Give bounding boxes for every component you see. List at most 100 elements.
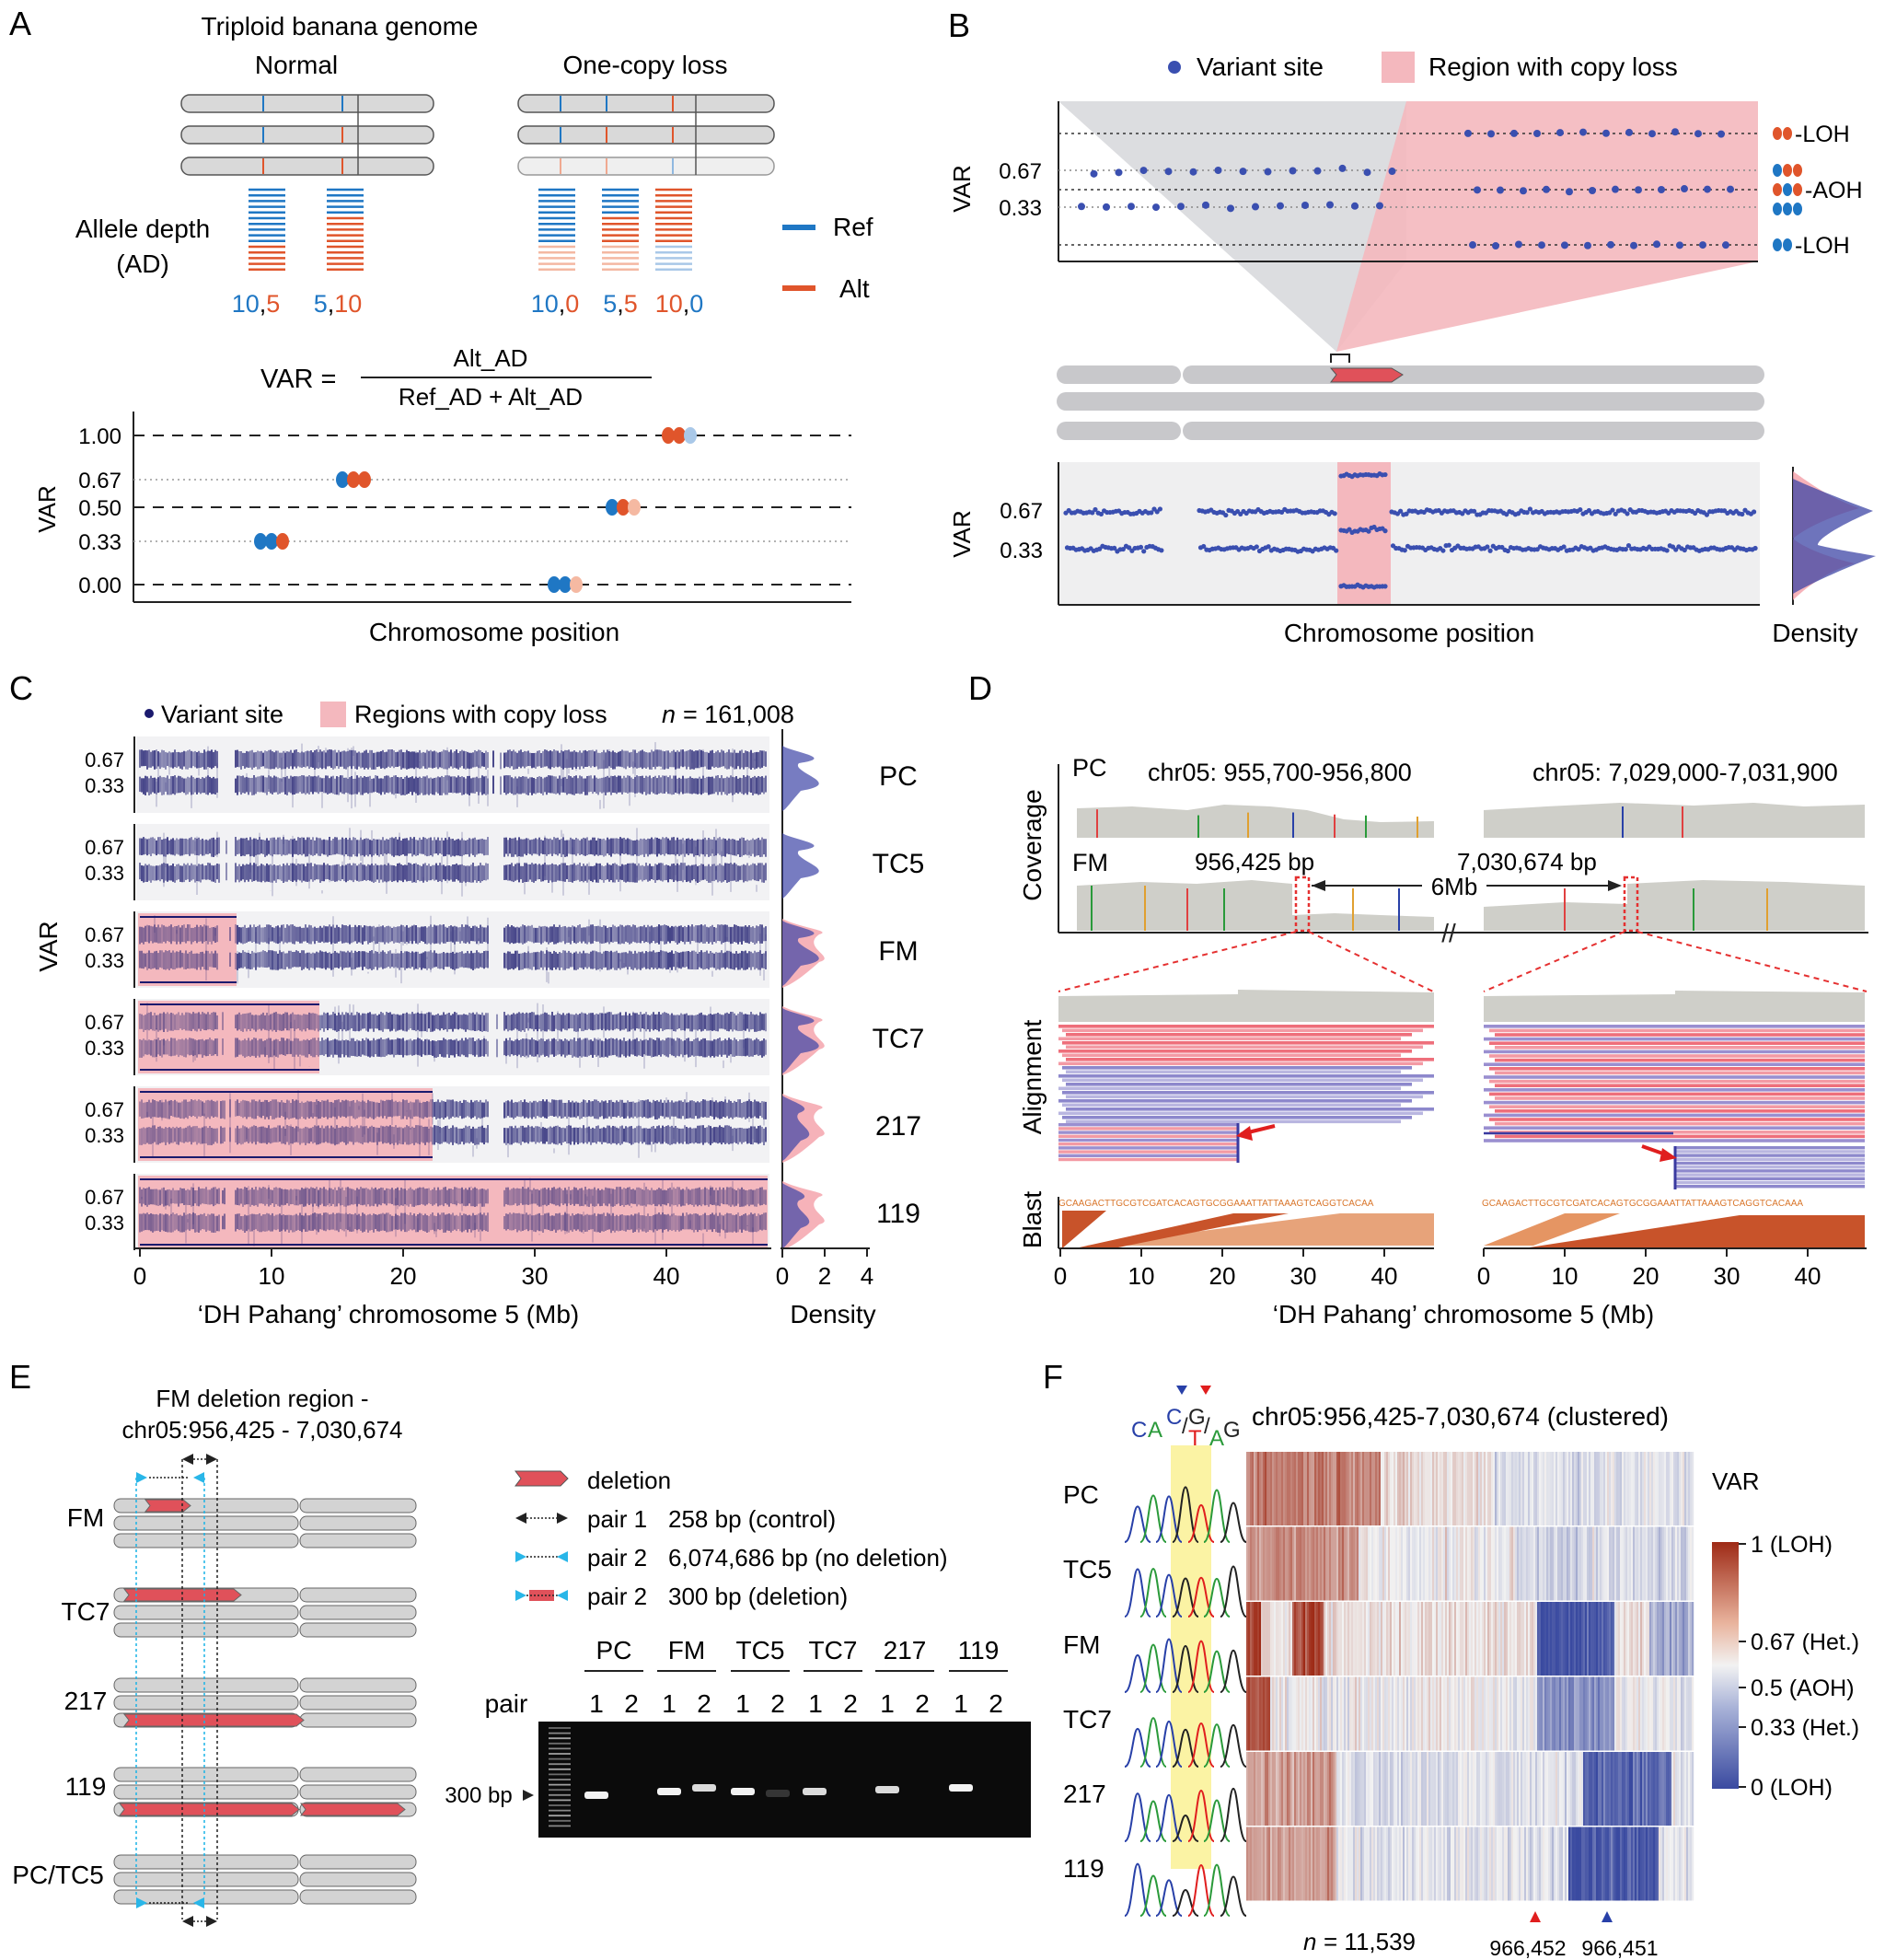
loss-ad-values: 10,0 5,5 10,0 [531, 290, 704, 318]
variant-dot [1578, 507, 1583, 513]
variant-dot [1681, 185, 1688, 193]
variant-dot [1671, 128, 1679, 136]
variant-dot [1676, 241, 1683, 249]
panel-c: C Variant site Regions with copy loss n … [9, 669, 924, 1328]
b-density-label: Density [1772, 619, 1857, 647]
variant-dot [1704, 185, 1711, 193]
variant-dot [1334, 548, 1339, 553]
variant-dot [1673, 547, 1679, 552]
variant-dot [1138, 544, 1144, 551]
b-variant-dots [1078, 128, 1734, 250]
c-ytick: 0.67 [85, 1098, 124, 1121]
variant-dot [1382, 471, 1388, 478]
formula-numerator: Alt_AD [454, 344, 528, 372]
variant-dot [1239, 168, 1247, 176]
copy-loss-swatch [1382, 52, 1415, 83]
alt-legend-label: Alt [839, 274, 870, 303]
variant-dot [1752, 509, 1757, 515]
variant-dot [1078, 203, 1085, 211]
density-curve [782, 1183, 810, 1248]
variant-dot [1202, 201, 1209, 209]
ad-ref-count: 5 [603, 290, 617, 318]
variant-dot [1254, 544, 1259, 550]
variant-dot [1223, 512, 1229, 518]
variant-dot [1120, 546, 1126, 552]
variant-dot [1227, 204, 1234, 213]
variant-dot [1141, 549, 1147, 554]
variant-dot [1524, 510, 1530, 516]
variant-dot [1289, 167, 1297, 175]
c-ytick: 0.67 [85, 1186, 124, 1209]
dot-group-0.50 [606, 499, 641, 516]
b-legend: Variant site Region with copy loss [1168, 52, 1678, 83]
c-xtick-label: 10 [259, 1262, 285, 1290]
variant-dot [1326, 201, 1334, 209]
ad-alt-count: 0 [565, 290, 579, 318]
variant-dot [1090, 510, 1095, 516]
variant-dot [1717, 130, 1725, 138]
allele-depth-stacks [249, 188, 692, 272]
variant-dot [1533, 130, 1541, 138]
b-zoom-plot: 0.67 0.33 VAR -LOH -AOH -LOH [948, 101, 1863, 352]
deletion-block [1329, 367, 1404, 383]
b2-ytick: 0.33 [1000, 539, 1043, 563]
panel-a: A Triploid banana genome Normal One-copy… [9, 5, 873, 646]
variant-dot [1366, 528, 1371, 534]
variant-dot [1561, 544, 1567, 550]
ad-alt-count: 10 [334, 290, 362, 318]
variant-dot [1112, 545, 1117, 551]
c-n-value: = 161,008 [683, 701, 794, 728]
ad-alt-count: 5 [624, 290, 638, 318]
variant-dot [1446, 542, 1451, 548]
variant-dot [1157, 506, 1162, 512]
variant-dot [1376, 202, 1383, 210]
sample-track-TC5: 0.67 0.33 TC5 [85, 817, 924, 908]
variant-dot [1722, 241, 1729, 249]
normal-chromosomes [180, 94, 434, 176]
panel-letter-c: C [9, 669, 33, 707]
variant-dot [1613, 511, 1618, 516]
variant-dot [1177, 203, 1185, 211]
variant-dot [1623, 547, 1628, 552]
variant-dot [1388, 168, 1396, 176]
variant-dot [1152, 203, 1160, 212]
c-sample-label: TC5 [873, 849, 925, 879]
variant-dot [1440, 548, 1446, 553]
variant-dot [1487, 130, 1495, 138]
variant-dot [1504, 512, 1509, 517]
sample-track-TC7: 0.67 0.33 TC7 [85, 992, 924, 1083]
c-sample-label: 217 [875, 1111, 921, 1142]
variant-dot [1543, 185, 1550, 193]
c-sample-label: TC7 [873, 1024, 925, 1054]
variant-dot [1648, 130, 1656, 138]
c-n-label: n [662, 701, 676, 728]
b-ylabel: VAR [948, 165, 976, 213]
ad-ref-count: 5 [314, 290, 328, 318]
a-ytick: 0.00 [78, 574, 121, 598]
var-schematic-plot: 1.00 0.67 0.50 0.33 0.00 VAR [33, 412, 851, 646]
variant-dot [1472, 508, 1477, 514]
c-xtick-label: 30 [522, 1262, 549, 1290]
variant-dot [1332, 511, 1337, 516]
variant-dot [1093, 506, 1098, 513]
c-copy-loss-swatch [320, 702, 346, 727]
sample-track-PC: 0.67 0.33 PC [85, 729, 918, 820]
variant-dot [1576, 547, 1581, 552]
track-background [136, 911, 769, 988]
b-xlabel: Chromosome position [1284, 619, 1534, 647]
density-curve [782, 833, 819, 899]
variant-dot [1485, 544, 1490, 550]
variant-dot [1115, 168, 1123, 177]
variant-dot [1382, 584, 1388, 589]
variant-dot [1363, 168, 1371, 177]
variant-dot [1402, 548, 1407, 553]
b2-ytick: 0.67 [1000, 499, 1043, 524]
variant-dot [1214, 166, 1222, 174]
dot-group-0.00 [548, 576, 583, 593]
variant-dot [1398, 508, 1404, 514]
c-ytick: 0.33 [85, 1124, 124, 1147]
variant-dot [1664, 548, 1670, 553]
variant-dot [1630, 241, 1637, 249]
copy-loss-region [138, 1088, 433, 1161]
